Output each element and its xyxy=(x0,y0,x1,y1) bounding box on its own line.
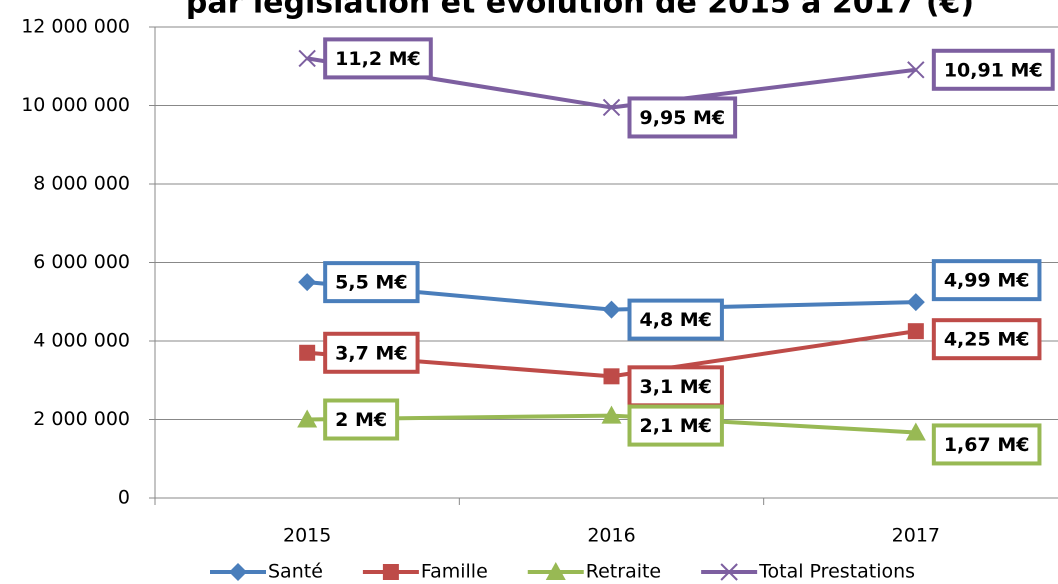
data-label-box xyxy=(323,398,400,441)
marker xyxy=(545,562,566,580)
data-label: 4,25 M€ xyxy=(931,318,1042,361)
data-label-text: 4,25 M€ xyxy=(944,329,1030,351)
marker xyxy=(297,409,318,428)
data-label-box xyxy=(931,48,1055,91)
marker xyxy=(906,293,925,312)
data-label-text: 10,91 M€ xyxy=(944,59,1043,81)
data-label: 2,1 M€ xyxy=(627,404,724,447)
marker xyxy=(299,344,316,361)
marker xyxy=(601,405,622,424)
data-label: 11,2 M€ xyxy=(323,37,433,80)
data-label-box xyxy=(931,259,1042,302)
data-label-box xyxy=(627,298,724,341)
data-label-box xyxy=(627,96,738,139)
legend-label: Total Prestations xyxy=(758,561,915,583)
x-tick-label: 2015 xyxy=(283,525,331,547)
x-tick-label: 2017 xyxy=(892,525,940,547)
data-label-text: 11,2 M€ xyxy=(335,48,421,70)
marker xyxy=(602,98,621,117)
data-label-text: 1,67 M€ xyxy=(944,434,1030,456)
marker xyxy=(298,273,317,292)
data-label: 3,1 M€ xyxy=(627,365,724,408)
y-tick-label: 4 000 000 xyxy=(33,330,130,352)
marker xyxy=(907,61,925,79)
y-tick-label: 0 xyxy=(118,487,130,509)
data-label-box xyxy=(931,423,1042,466)
marker xyxy=(298,49,316,68)
marker xyxy=(602,300,621,319)
y-tick-label: 12 000 000 xyxy=(21,16,130,38)
data-label-box xyxy=(323,37,433,80)
data-label-box xyxy=(323,331,420,374)
data-label: 5,5 M€ xyxy=(323,261,420,304)
data-label-text: 3,7 M€ xyxy=(335,342,407,364)
x-tick-label: 2016 xyxy=(587,525,635,547)
legend-label: Santé xyxy=(268,561,323,583)
y-tick-label: 2 000 000 xyxy=(33,408,130,430)
data-label-text: 9,95 M€ xyxy=(640,107,726,129)
legend-label: Famille xyxy=(421,561,488,583)
data-label: 2 M€ xyxy=(323,398,400,441)
data-label-text: 2,1 M€ xyxy=(640,415,712,437)
legend-label: Retraite xyxy=(586,561,661,583)
y-tick-label: 6 000 000 xyxy=(33,251,130,273)
marker xyxy=(905,422,926,441)
chart-title: par législation et évolution de 2015 à 2… xyxy=(186,0,974,21)
marker xyxy=(907,323,924,340)
data-label-text: 2 M€ xyxy=(335,409,387,431)
marker xyxy=(603,368,620,385)
data-label-text: 4,8 M€ xyxy=(640,309,712,331)
data-label-box xyxy=(931,318,1042,361)
data-label-text: 3,1 M€ xyxy=(640,376,712,398)
data-label: 9,95 M€ xyxy=(627,96,738,139)
data-label-text: 5,5 M€ xyxy=(335,272,407,294)
marker xyxy=(720,563,738,581)
y-tick-label: 10 000 000 xyxy=(21,94,130,116)
data-label: 4,99 M€ xyxy=(931,259,1042,302)
data-label: 1,67 M€ xyxy=(931,423,1042,466)
data-label-box xyxy=(323,261,420,304)
y-tick-label: 8 000 000 xyxy=(33,173,130,195)
legend: Santé Famille Retraite Total Prestations xyxy=(210,561,915,583)
data-label-box xyxy=(627,404,724,447)
data-label: 10,91 M€ xyxy=(931,48,1055,91)
marker xyxy=(382,564,399,580)
marker xyxy=(229,563,247,581)
data-label: 3,7 M€ xyxy=(323,331,420,374)
data-label: 4,8 M€ xyxy=(627,298,724,341)
data-label-box xyxy=(627,365,724,408)
data-label-text: 4,99 M€ xyxy=(944,270,1030,292)
